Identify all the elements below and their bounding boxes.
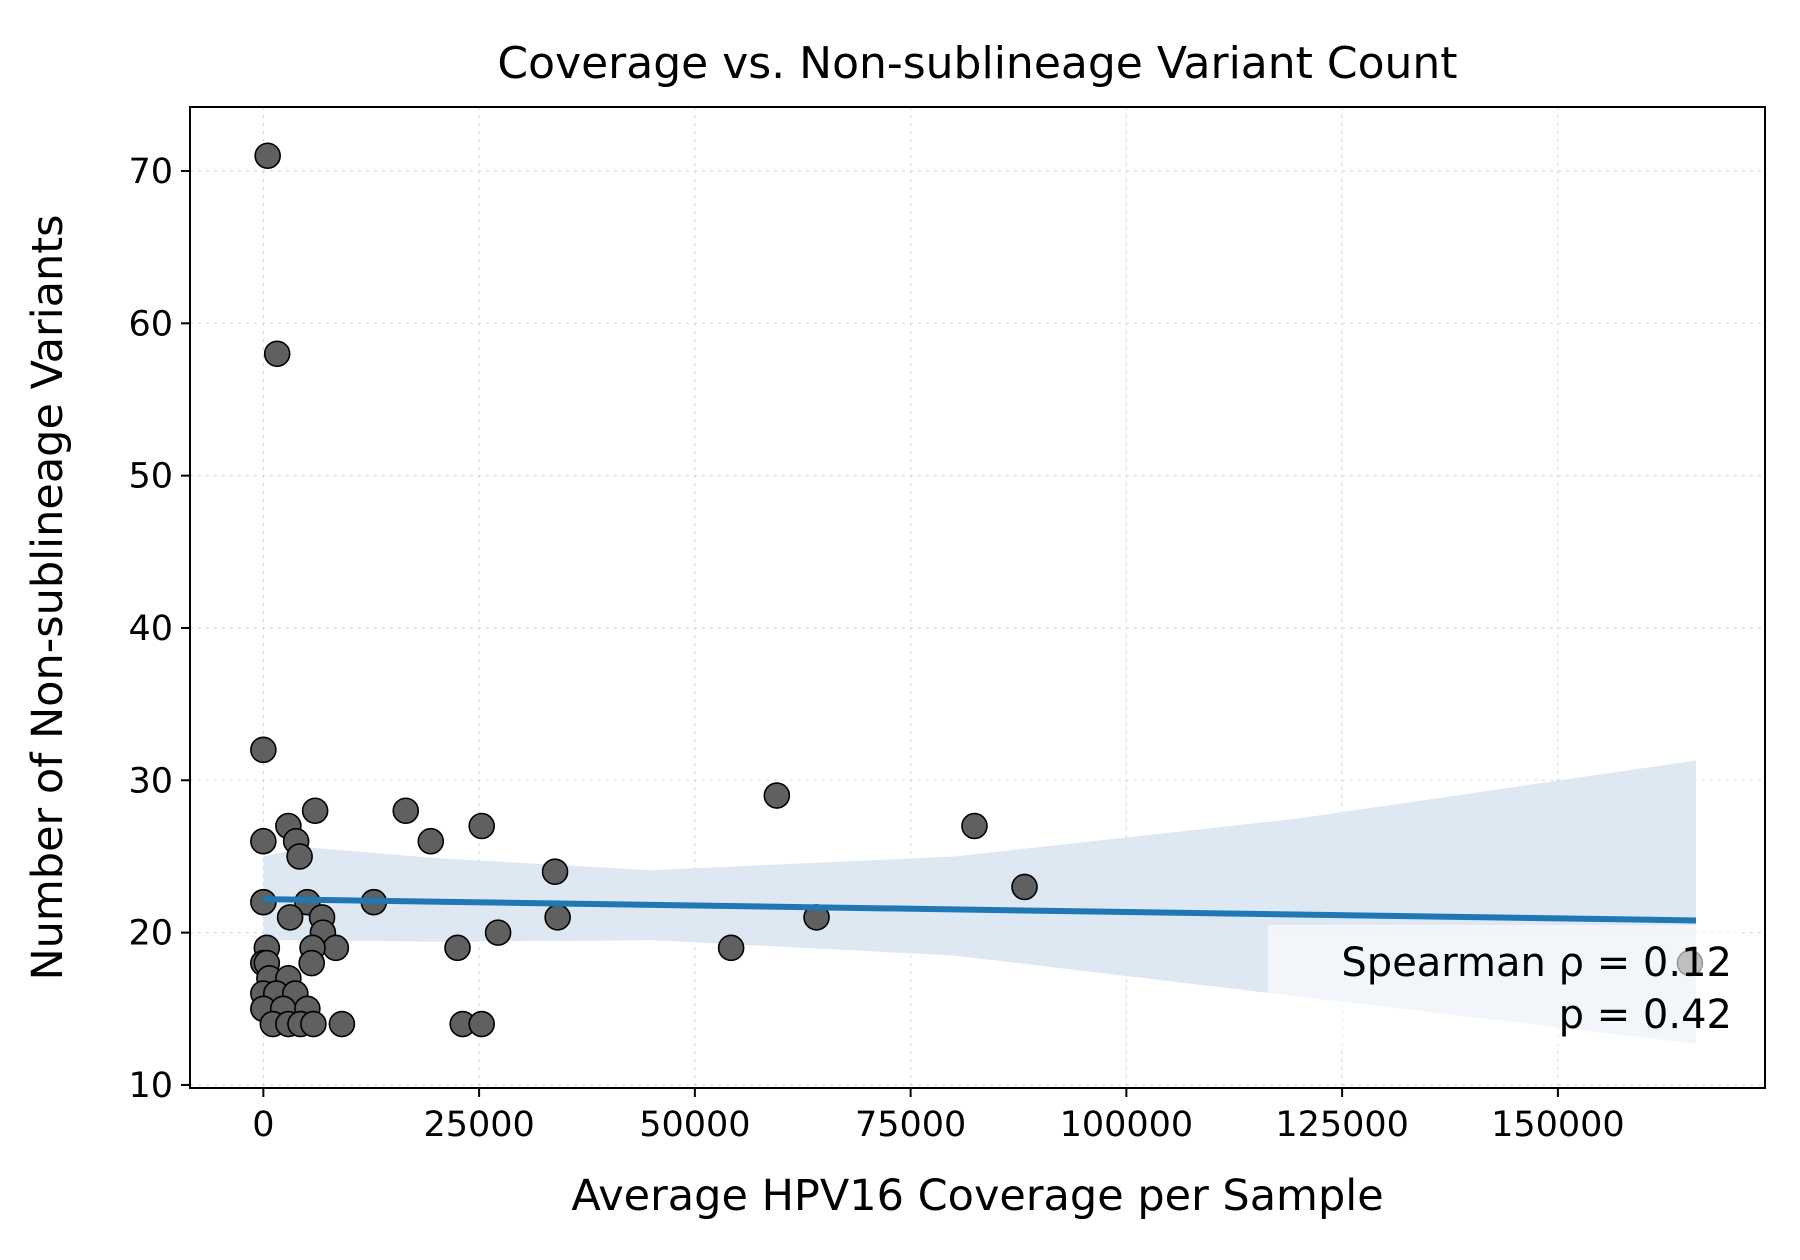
- fit-line-group: [263, 896, 1697, 924]
- data-point: [300, 1010, 327, 1038]
- y-tick-label: 40: [128, 609, 173, 649]
- x-tick-label: 100000: [1060, 1105, 1194, 1145]
- data-point: [298, 949, 325, 977]
- x-tick-label: 0: [252, 1105, 274, 1145]
- chart-title: Coverage vs. Non-sublineage Variant Coun…: [497, 38, 1457, 89]
- plot-frame: [189, 106, 1766, 1089]
- data-point: [417, 827, 445, 855]
- data-point: [763, 782, 791, 809]
- data-point: [484, 919, 512, 946]
- data-point: [250, 827, 277, 855]
- data-point: [717, 934, 745, 962]
- data-point: [286, 843, 313, 870]
- data-point: [468, 812, 495, 840]
- y-tick-label: 20: [128, 914, 173, 954]
- x-axis-label: Average HPV16 Coverage per Sample: [571, 1171, 1383, 1221]
- annotation-spearman: Spearman ρ = 0.12: [1341, 940, 1732, 986]
- data-point: [468, 1010, 495, 1038]
- annotation-box: [1268, 925, 1738, 1045]
- x-tick-label: 75000: [855, 1105, 966, 1145]
- y-tick-label: 70: [128, 152, 173, 192]
- y-axis-label: Number of Non-sublineage Variants: [23, 214, 73, 980]
- data-point: [328, 1010, 356, 1038]
- data-point: [263, 340, 291, 368]
- x-tick-label: 25000: [423, 1105, 534, 1145]
- data-point: [322, 934, 350, 962]
- data-point: [544, 904, 571, 931]
- annotation-p-value: p = 0.42: [1559, 992, 1732, 1038]
- x-tick-label: 50000: [639, 1105, 750, 1145]
- data-point: [276, 904, 304, 931]
- data-point: [961, 812, 988, 840]
- data-point: [250, 736, 277, 764]
- annotation-group: Spearman ρ = 0.12 p = 0.42: [1268, 925, 1738, 1045]
- y-tick-label: 10: [128, 1066, 173, 1106]
- data-point: [301, 797, 329, 825]
- y-tick-label: 50: [128, 457, 173, 497]
- x-axis-ticks: 0 25000 50000 75000 100000 125000 150000: [252, 1088, 1625, 1145]
- data-point: [254, 142, 281, 170]
- y-tick-label: 60: [128, 304, 173, 344]
- fit-line: [263, 896, 1697, 924]
- y-axis-ticks: 10 20 30 40 50 60 70: [128, 152, 190, 1106]
- x-tick-label: 150000: [1491, 1105, 1625, 1145]
- data-point: [541, 858, 569, 885]
- points-group: [250, 142, 1704, 1038]
- data-point: [1011, 873, 1038, 901]
- x-tick-label: 125000: [1275, 1105, 1409, 1145]
- y-tick-label: 30: [128, 761, 173, 801]
- data-point: [392, 797, 420, 825]
- data-point: [444, 934, 471, 962]
